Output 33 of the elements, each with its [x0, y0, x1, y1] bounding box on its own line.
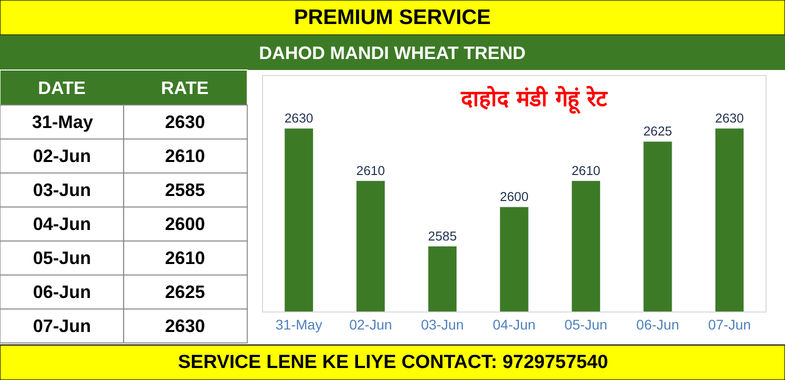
- category-label: 04-Jun: [33, 214, 92, 234]
- data-label: 2600: [500, 189, 529, 204]
- text: 2630: [165, 316, 206, 336]
- data-label: 2610: [572, 162, 600, 178]
- category-label: 03-Jun: [33, 180, 92, 200]
- x-tick-label: 06-Jun: [636, 316, 680, 332]
- x-tick-label: 04-Jun: [492, 316, 536, 332]
- text: 2630: [165, 112, 206, 132]
- text: 2610: [165, 146, 206, 166]
- data-label: 2625: [643, 124, 672, 139]
- text: 2625: [165, 282, 206, 302]
- text: PREMIUM SERVICE: [294, 6, 491, 29]
- x-tick-label: 07-Jun: [708, 316, 751, 332]
- text: 2585: [165, 180, 206, 200]
- text: RATE: [161, 78, 209, 98]
- category-label: 31-May: [32, 112, 94, 132]
- text: 2600: [165, 214, 206, 234]
- x-tick-label: 31-May: [276, 316, 322, 332]
- data-label: 2630: [284, 110, 314, 126]
- category-label: 02-Jun: [33, 146, 92, 166]
- x-tick-label: 03-Jun: [421, 316, 464, 332]
- category-label: 06-Jun: [33, 282, 92, 302]
- category-label: 05-Jun: [33, 248, 92, 268]
- data-label: 2585: [428, 228, 457, 244]
- data-label: 2610: [356, 162, 385, 178]
- text: SERVICE LENE KE LIYE CONTACT: 9729757540: [178, 352, 608, 373]
- text: दाहोद मंडी गेहूं रेट: [460, 85, 608, 114]
- text: DAHOD MANDI WHEAT TREND: [259, 43, 526, 63]
- x-tick-label: 05-Jun: [564, 316, 608, 332]
- text: 2610: [165, 248, 206, 268]
- data-label: 2630: [715, 110, 744, 126]
- x-tick-label: 02-Jun: [349, 316, 392, 332]
- text: DATE: [38, 78, 86, 98]
